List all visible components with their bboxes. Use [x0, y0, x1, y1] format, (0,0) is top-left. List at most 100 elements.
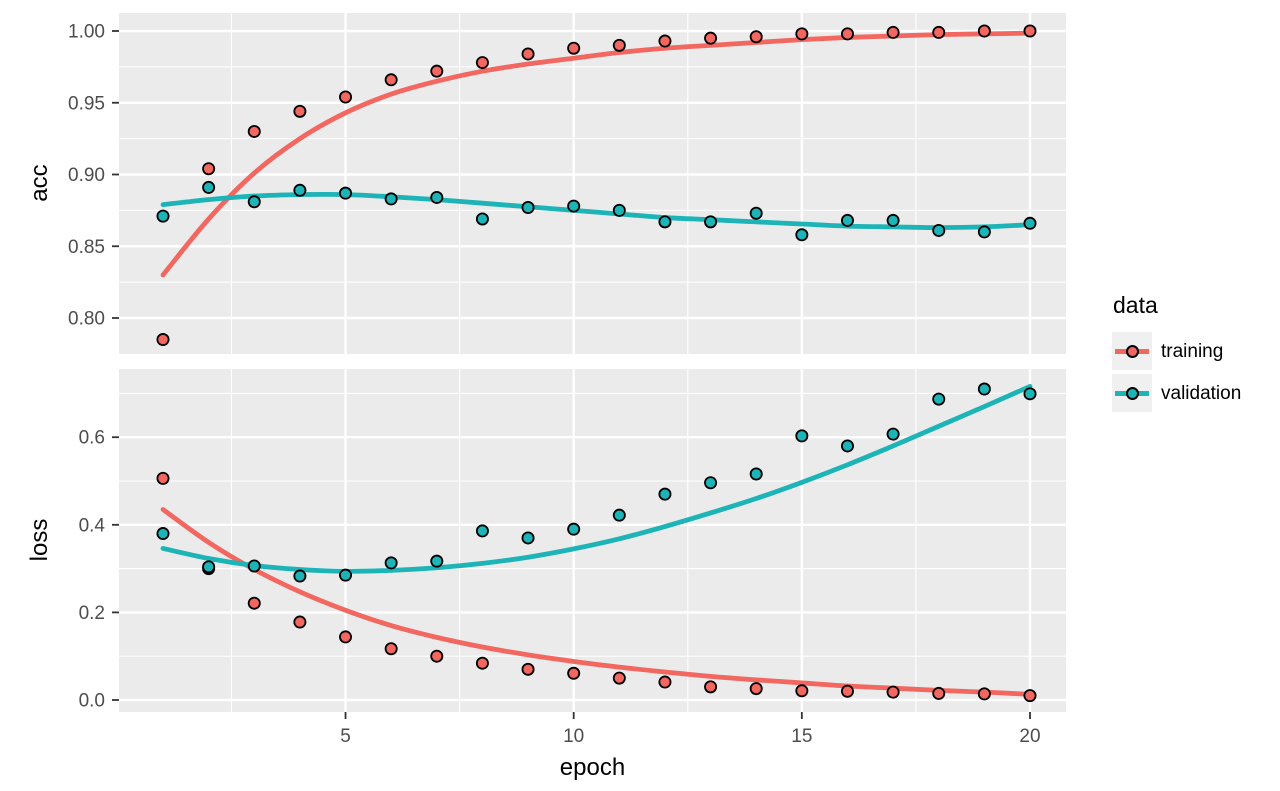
- y-tick-label: 0.2: [79, 603, 105, 624]
- y-tick-label: 0.80: [68, 309, 105, 330]
- points-validation-loss: [156, 382, 1037, 583]
- point-training: [658, 675, 672, 689]
- point-training: [932, 25, 946, 39]
- training-point-swatch-icon: [1125, 344, 1139, 358]
- point-validation: [749, 467, 763, 481]
- point-training: [156, 333, 170, 347]
- legend-label-training: training: [1161, 340, 1224, 362]
- x-tick-label: 10: [563, 726, 584, 747]
- points-validation-acc: [156, 180, 1037, 242]
- point-validation: [567, 522, 581, 536]
- panel-background-loss: [119, 369, 1066, 712]
- y-tick-label: 0.85: [68, 237, 105, 258]
- point-validation: [612, 203, 626, 217]
- point-validation: [977, 382, 991, 396]
- legend-key-training-icon: [1112, 332, 1152, 370]
- point-validation: [384, 556, 398, 570]
- smooth-line-training-acc: [160, 30, 1033, 278]
- point-validation: [202, 180, 216, 194]
- point-training: [521, 662, 535, 676]
- point-validation: [612, 508, 626, 522]
- point-training: [795, 684, 809, 698]
- point-training: [430, 64, 444, 78]
- y-axis-acc: 1.00 0.95 0.90 0.85 0.80: [68, 22, 119, 330]
- point-validation: [247, 195, 261, 209]
- y-tick-label: 0.0: [79, 691, 105, 712]
- point-training: [977, 687, 991, 701]
- gridlines-loss: [119, 369, 1066, 712]
- legend-title: data: [1113, 292, 1158, 318]
- legend-item-training: training: [1112, 332, 1241, 370]
- point-validation: [293, 183, 307, 197]
- point-training: [475, 656, 489, 670]
- point-training: [247, 124, 261, 138]
- point-training: [293, 104, 307, 118]
- point-validation: [430, 554, 444, 568]
- point-validation: [704, 476, 718, 490]
- point-training: [247, 596, 261, 610]
- y-axis-title-acc: acc: [26, 164, 53, 202]
- x-axis: 5 10 15 20: [340, 712, 1041, 747]
- point-training: [339, 90, 353, 104]
- point-validation: [1023, 387, 1037, 401]
- point-validation: [339, 186, 353, 200]
- point-validation: [384, 192, 398, 206]
- point-training: [293, 615, 307, 629]
- point-training: [840, 684, 854, 698]
- x-tick-label: 20: [1019, 726, 1040, 747]
- point-validation: [567, 199, 581, 213]
- panel-loss: [119, 369, 1066, 712]
- point-training: [840, 27, 854, 41]
- point-training: [202, 162, 216, 176]
- point-validation: [475, 524, 489, 538]
- y-tick-label: 0.90: [68, 165, 105, 186]
- point-training: [567, 666, 581, 680]
- x-tick-label: 15: [791, 726, 812, 747]
- point-validation: [658, 215, 672, 229]
- point-validation: [475, 212, 489, 226]
- point-validation: [749, 206, 763, 220]
- point-training: [567, 41, 581, 55]
- y-tick-label: 1.00: [68, 22, 105, 43]
- point-training: [886, 685, 900, 699]
- y-tick-label: 0.4: [79, 515, 106, 536]
- point-training: [384, 642, 398, 656]
- point-validation: [658, 487, 672, 501]
- point-validation: [156, 209, 170, 223]
- panel-background-acc: [119, 13, 1066, 354]
- x-axis-title: epoch: [559, 754, 626, 781]
- point-validation: [1023, 216, 1037, 230]
- point-training: [658, 34, 672, 48]
- point-validation: [886, 427, 900, 441]
- point-training: [795, 27, 809, 41]
- point-training: [430, 649, 444, 663]
- point-validation: [886, 213, 900, 227]
- point-training: [886, 25, 900, 39]
- point-validation: [293, 569, 307, 583]
- y-axis-title-loss: loss: [26, 518, 53, 562]
- point-training: [156, 471, 170, 485]
- point-validation: [977, 225, 991, 239]
- point-validation: [932, 392, 946, 406]
- y-axis-loss: 0.6 0.4 0.2 0.0: [79, 428, 119, 712]
- point-validation: [795, 228, 809, 242]
- point-training: [1023, 689, 1037, 703]
- point-validation: [430, 190, 444, 204]
- point-training: [475, 56, 489, 70]
- y-tick-label: 0.95: [68, 93, 105, 114]
- point-training: [932, 686, 946, 700]
- point-validation: [202, 560, 216, 574]
- point-training: [977, 24, 991, 38]
- point-training: [384, 73, 398, 87]
- point-training: [521, 47, 535, 61]
- point-validation: [932, 223, 946, 237]
- y-tick-label: 0.6: [79, 428, 105, 449]
- point-training: [749, 30, 763, 44]
- point-validation: [840, 439, 854, 453]
- smooth-line-validation-loss: [160, 383, 1033, 574]
- points-training-acc: [156, 24, 1037, 347]
- point-training: [704, 680, 718, 694]
- point-training: [339, 630, 353, 644]
- point-validation: [339, 568, 353, 582]
